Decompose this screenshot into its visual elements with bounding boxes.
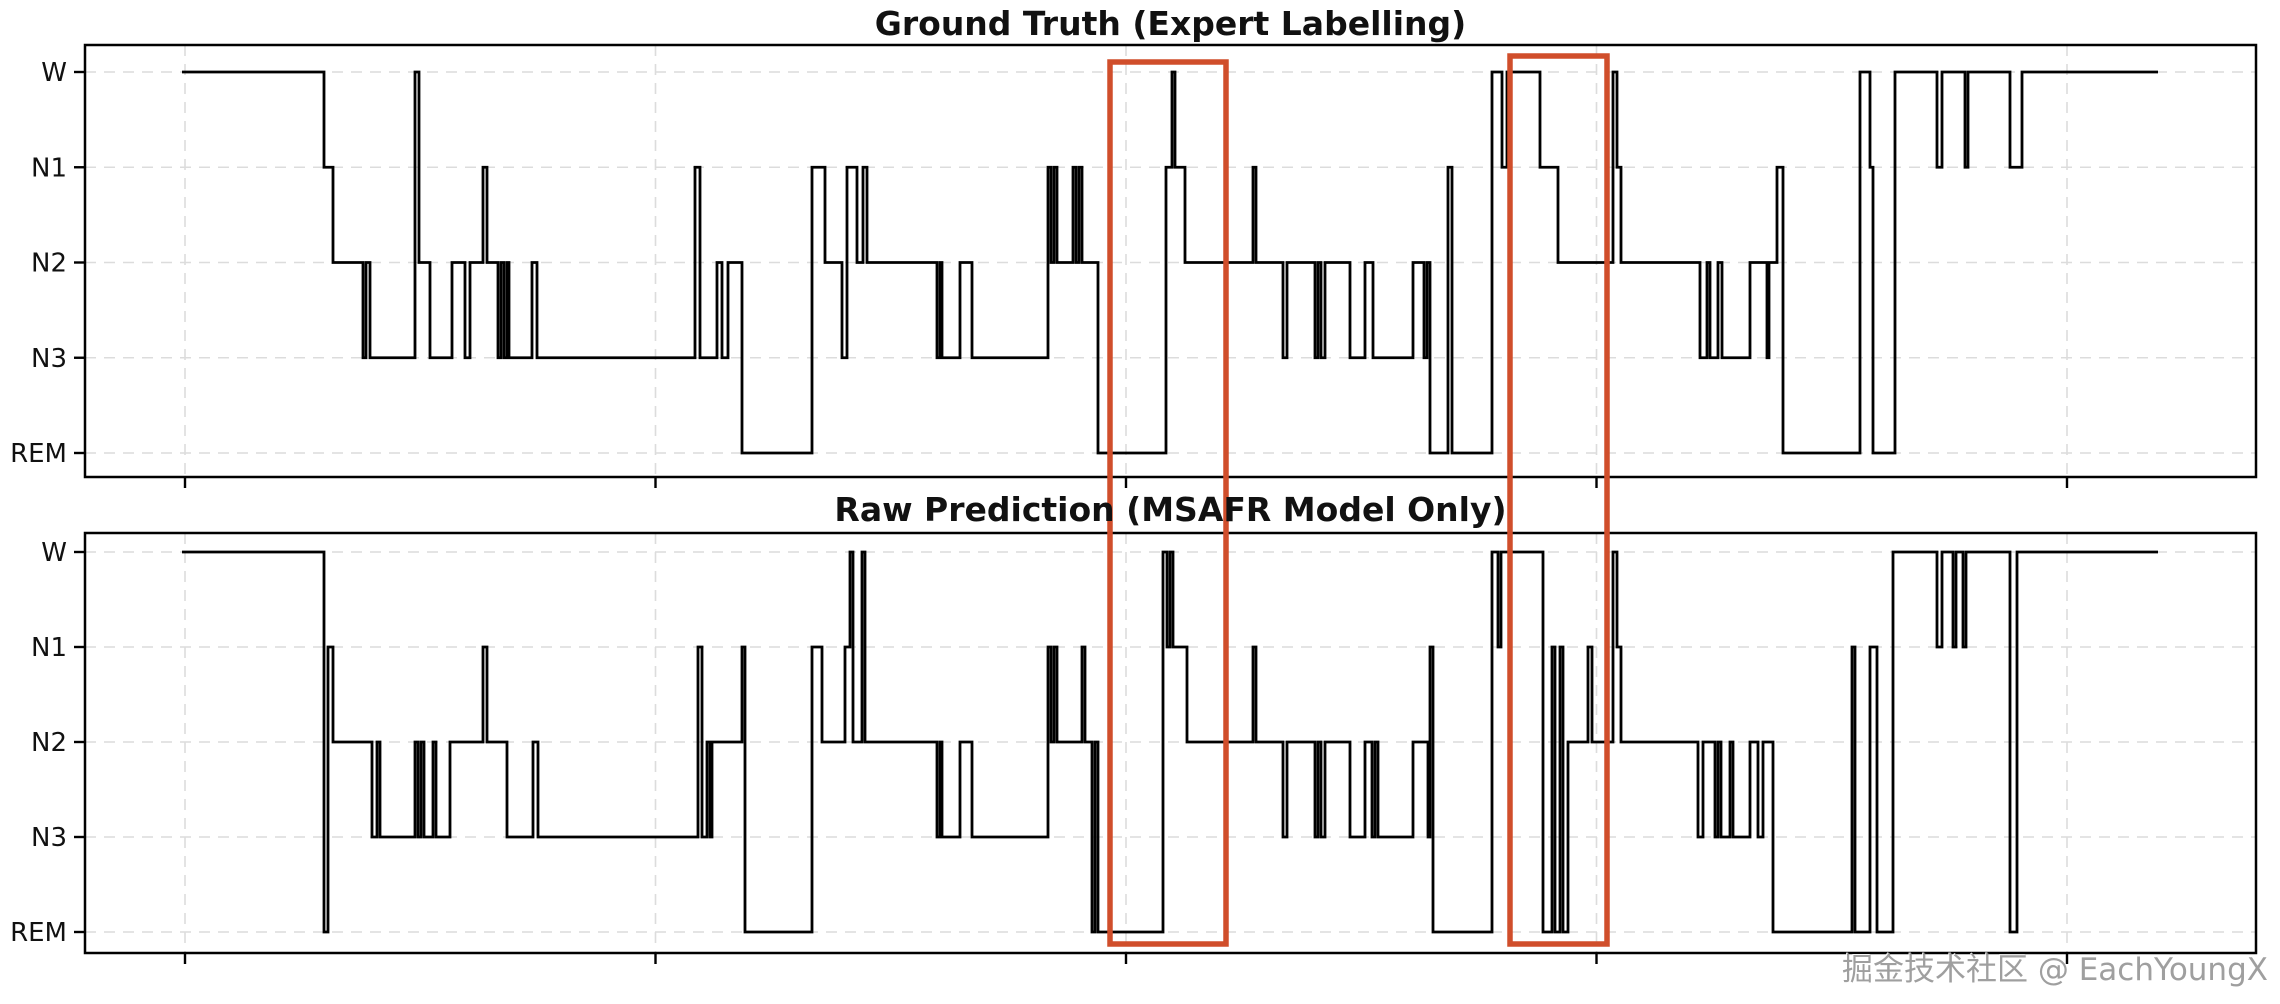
y-tick-label-w: W xyxy=(41,538,67,568)
y-tick-label-rem: REM xyxy=(10,918,67,948)
disagreement-region-1 xyxy=(1107,59,1229,947)
y-tick-label-rem: REM xyxy=(10,439,67,469)
y-tick-label-n2: N2 xyxy=(31,249,67,279)
step-line-ground-truth xyxy=(182,70,2158,455)
y-tick-label-n1: N1 xyxy=(31,153,67,183)
y-tick-label-n1: N1 xyxy=(31,633,67,663)
y-tick-label-n2: N2 xyxy=(31,728,67,758)
plot-border xyxy=(83,531,2258,955)
y-tick-label-n3: N3 xyxy=(31,344,67,374)
step-line-raw-prediction xyxy=(182,550,2158,934)
plot-border xyxy=(83,43,2258,479)
disagreement-region-2 xyxy=(1507,53,1610,947)
y-tick-label-w: W xyxy=(41,58,67,88)
y-tick-label-n3: N3 xyxy=(31,823,67,853)
